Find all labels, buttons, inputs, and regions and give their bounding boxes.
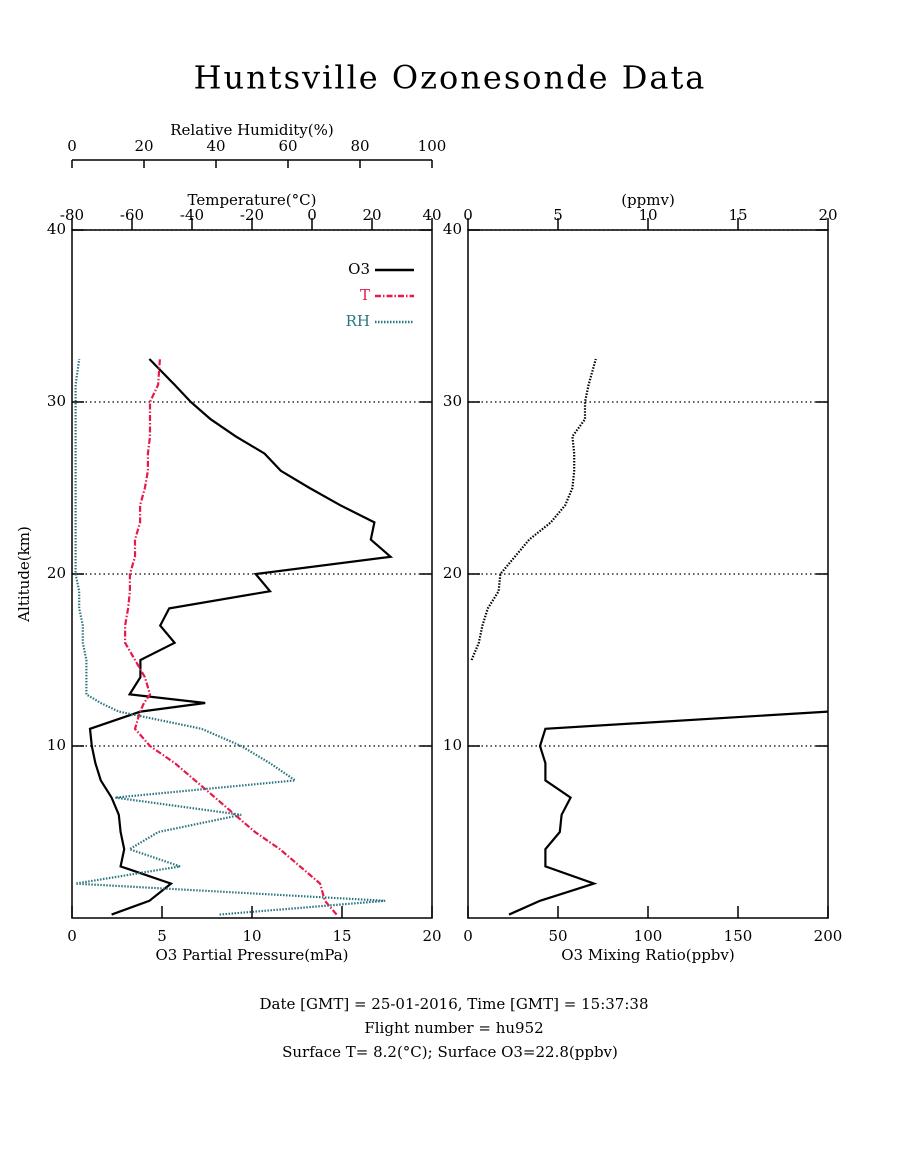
x-tick-label: 0 <box>67 927 77 945</box>
x-tick-label: 150 <box>724 927 753 945</box>
footer-line: Date [GMT] = 25-01-2016, Time [GMT] = 15… <box>259 995 648 1013</box>
axis-title: Relative Humidity(%) <box>170 121 333 139</box>
x-tick-label: 5 <box>157 927 167 945</box>
y-axis-title: Altitude(km) <box>15 526 33 623</box>
x-tick-label: 10 <box>242 927 261 945</box>
x-tick-label: 20 <box>362 206 381 224</box>
y-tick-label: 40 <box>443 220 462 238</box>
x-tick-label: 10 <box>638 206 657 224</box>
x-tick-label: 80 <box>350 137 369 155</box>
x-tick-label: 20 <box>134 137 153 155</box>
plot-frame <box>467 229 829 919</box>
x-tick-label: 15 <box>332 927 351 945</box>
legend-label: O3 <box>348 260 370 278</box>
footer-line: Surface T= 8.2(°C); Surface O3=22.8(ppbv… <box>282 1043 618 1061</box>
y-tick-label: 10 <box>47 736 66 754</box>
y-tick-label: 20 <box>47 564 66 582</box>
x-tick-label: 100 <box>418 137 447 155</box>
y-tick-label: 20 <box>443 564 462 582</box>
data-line <box>88 358 394 916</box>
x-tick-label: 0 <box>463 927 473 945</box>
x-tick-label: 20 <box>422 927 441 945</box>
legend-label: T <box>360 286 370 304</box>
axis-title: O3 Mixing Ratio(ppbv) <box>561 946 734 964</box>
y-tick-label: 30 <box>443 392 462 410</box>
x-tick-label: 0 <box>307 206 317 224</box>
x-tick-label: 100 <box>634 927 663 945</box>
x-tick-label: 0 <box>463 206 473 224</box>
plot-frame <box>71 229 433 919</box>
data-line <box>508 710 829 916</box>
y-tick-label: 10 <box>443 736 462 754</box>
x-tick-label: -80 <box>60 206 84 224</box>
data-line <box>124 358 338 916</box>
footer-line: Flight number = hu952 <box>364 1019 543 1037</box>
x-tick-label: 200 <box>814 927 843 945</box>
x-tick-label: 5 <box>553 206 563 224</box>
chart-title: Huntsville Ozonesonde Data <box>194 59 707 97</box>
x-tick-label: 20 <box>818 206 837 224</box>
x-tick-label: 50 <box>548 927 567 945</box>
x-tick-label: 40 <box>422 206 441 224</box>
x-tick-label: 0 <box>67 137 77 155</box>
axis-title: Temperature(°C) <box>188 191 317 209</box>
x-tick-label: 15 <box>728 206 747 224</box>
legend-label: RH <box>346 312 370 330</box>
axis-title: (ppmv) <box>621 191 675 209</box>
x-tick-label: 60 <box>278 137 297 155</box>
x-tick-label: -20 <box>240 206 264 224</box>
x-tick-label: -40 <box>180 206 204 224</box>
x-tick-label: -60 <box>120 206 144 224</box>
y-tick-label: 40 <box>47 220 66 238</box>
axis-title: O3 Partial Pressure(mPa) <box>155 946 348 964</box>
y-tick-label: 30 <box>47 392 66 410</box>
data-line <box>470 358 597 661</box>
x-tick-label: 40 <box>206 137 225 155</box>
data-line <box>74 358 386 916</box>
